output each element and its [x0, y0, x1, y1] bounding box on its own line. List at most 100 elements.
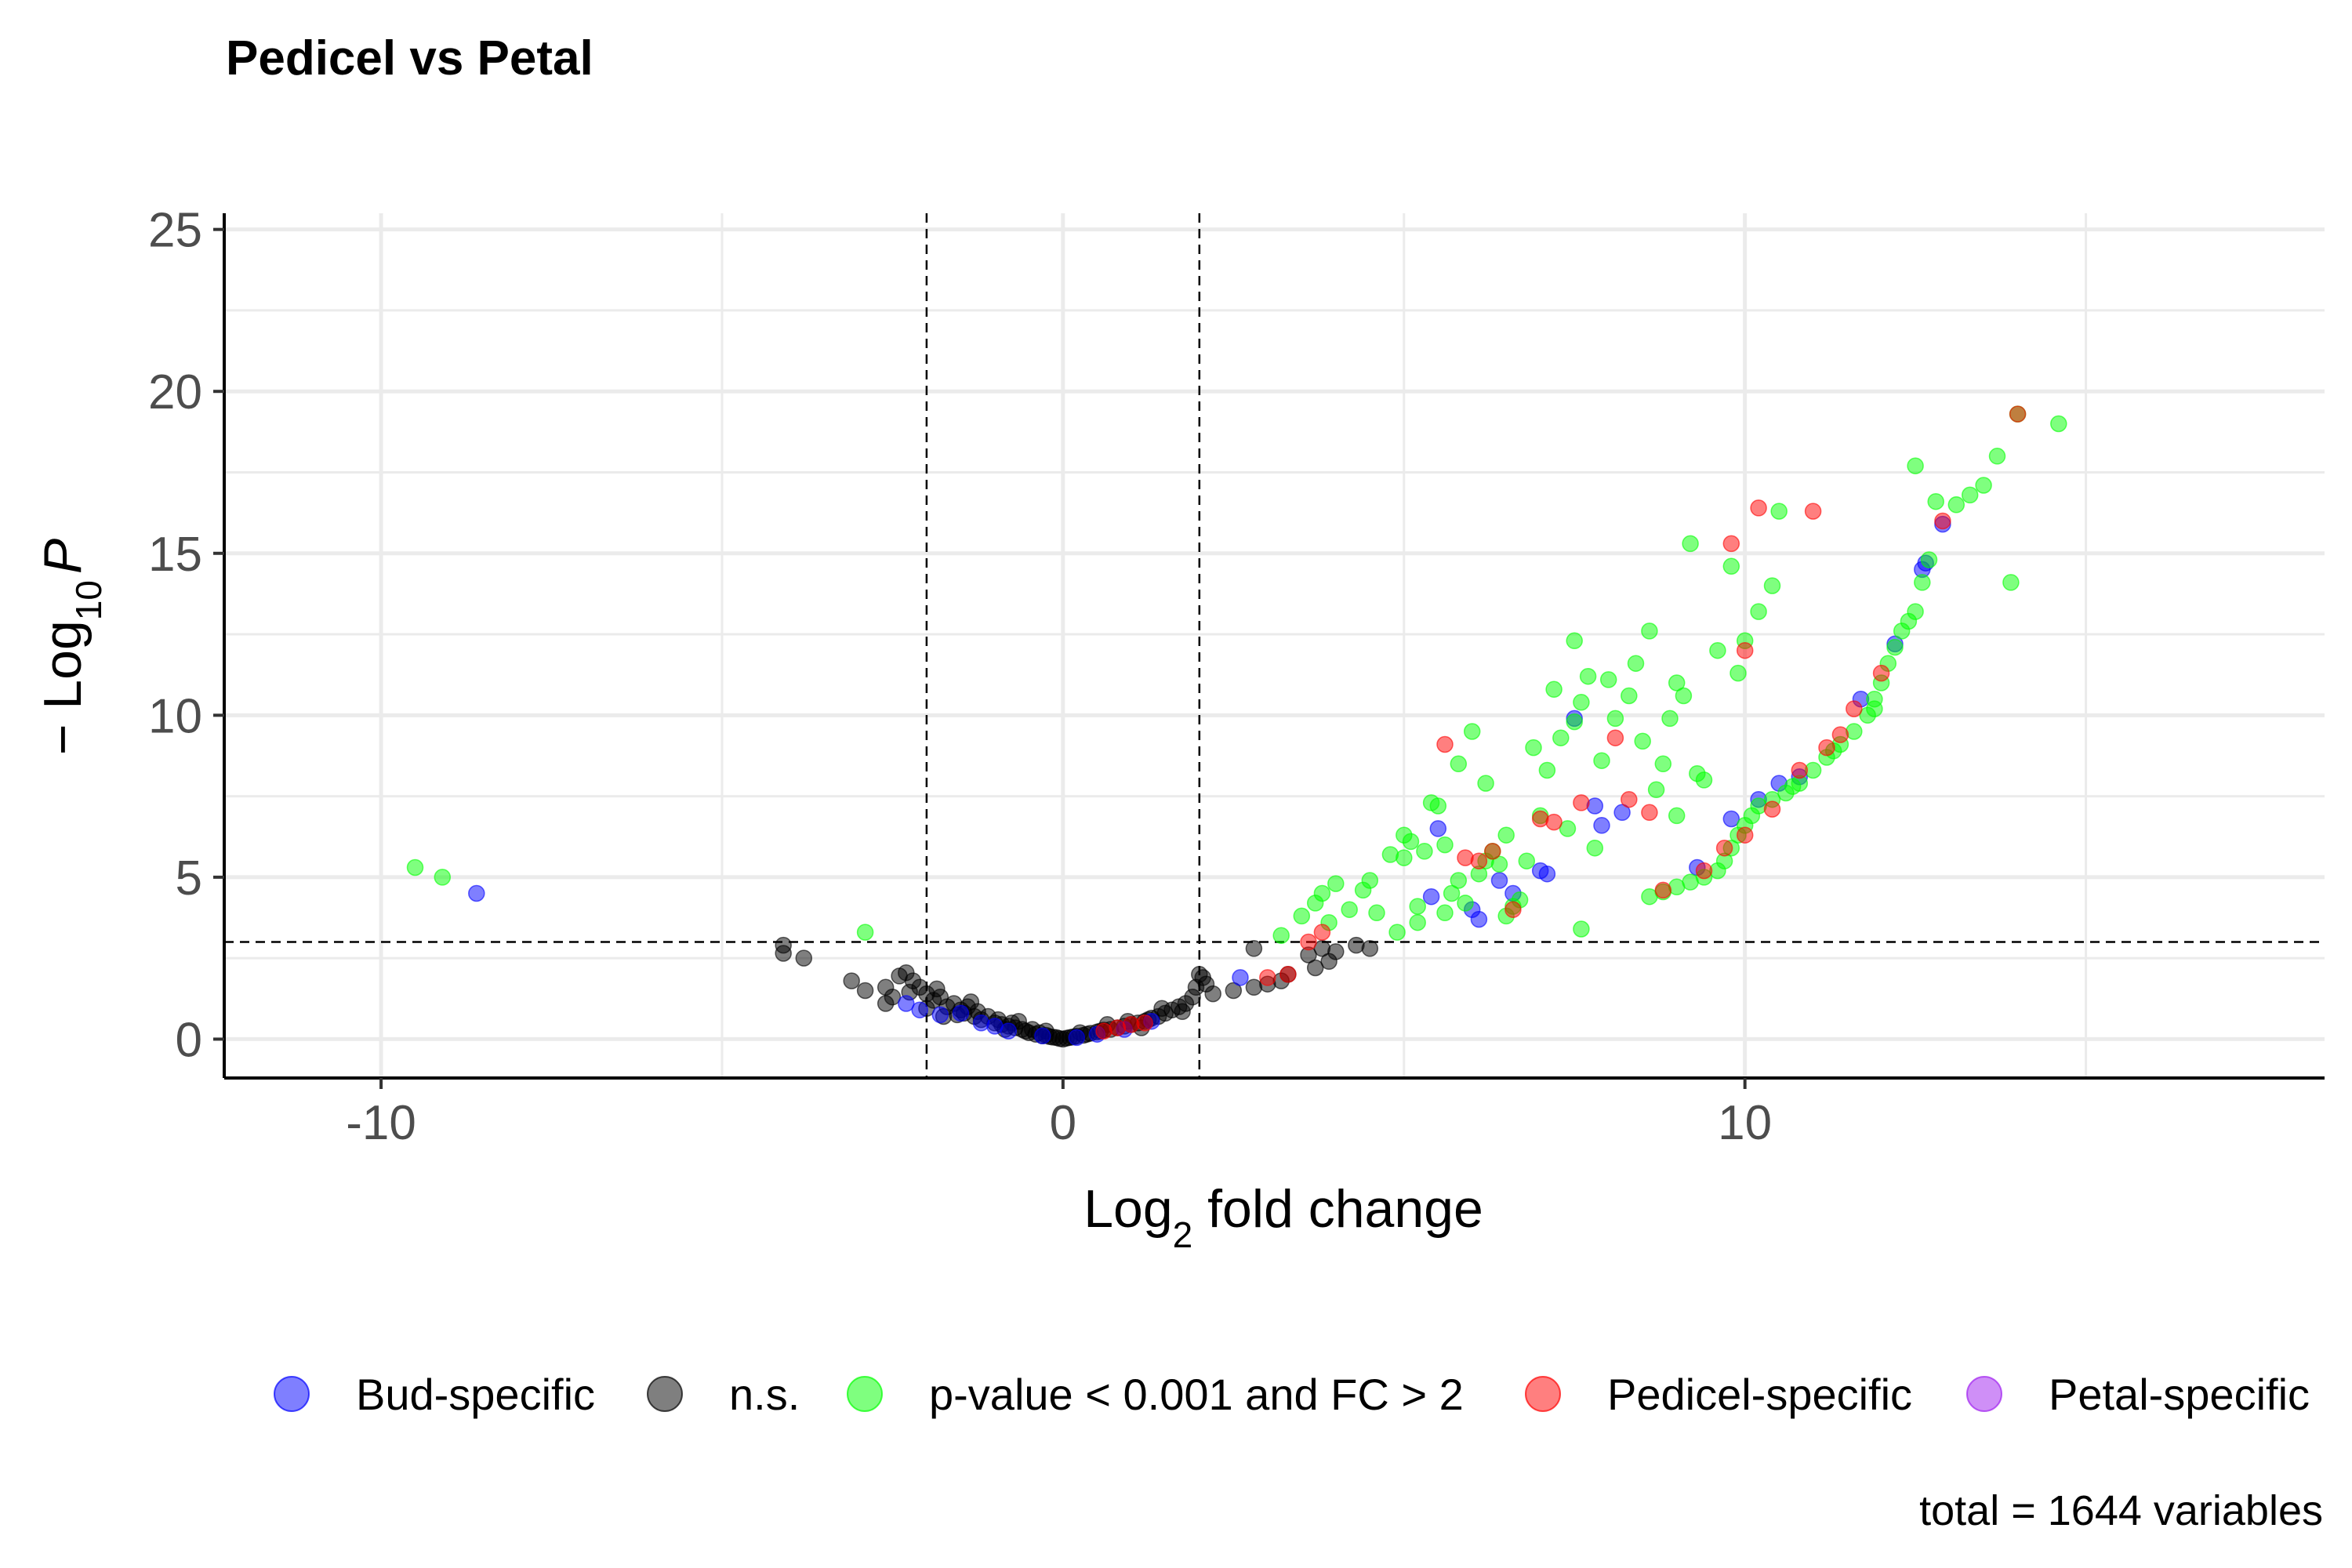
- y-ticks: 0 5 10 15 20 25: [148, 204, 224, 1067]
- data-point: [856, 924, 874, 941]
- data-point: [1174, 1003, 1191, 1021]
- x-axis-title-base: Log: [1083, 1179, 1172, 1239]
- legend-label: n.s.: [729, 1370, 800, 1419]
- data-point: [1313, 924, 1331, 941]
- x-tick-label: 0: [1050, 1096, 1076, 1150]
- grid: [224, 213, 2325, 1078]
- data-point: [1886, 638, 1904, 656]
- data-point: [1613, 804, 1631, 822]
- data-point: [1320, 953, 1338, 971]
- data-point: [1920, 551, 1938, 568]
- data-point: [1695, 771, 1713, 789]
- data-point: [1348, 936, 1365, 954]
- data-point: [1654, 881, 1672, 899]
- legend: Bud-specific n.s. p-value < 0.001 and FC >…: [274, 1370, 2310, 1419]
- data-point: [1573, 694, 1590, 711]
- x-axis-title: Log2 fold change: [1083, 1179, 1483, 1255]
- x-axis-title-sub: 2: [1173, 1214, 1193, 1255]
- data-point: [1791, 761, 1809, 779]
- series-bud-specific: [468, 515, 1951, 1047]
- data-point: [1010, 1012, 1028, 1030]
- legend-swatch: [1525, 1376, 1561, 1412]
- data-point: [1531, 810, 1549, 828]
- legend-label: p-value < 0.001 and FC > 2: [929, 1370, 1464, 1419]
- data-point: [1988, 448, 2006, 465]
- data-point: [1293, 907, 1311, 925]
- data-point: [1641, 804, 1658, 822]
- data-point: [1661, 710, 1679, 728]
- data-point: [1627, 655, 1645, 672]
- legend-item: p-value < 0.001 and FC > 2: [847, 1370, 1464, 1419]
- data-point: [1682, 535, 1699, 553]
- data-point: [1804, 503, 1822, 520]
- data-point: [843, 972, 860, 989]
- data-point: [1153, 1000, 1171, 1017]
- data-point: [1381, 846, 1399, 863]
- data-point: [1573, 794, 1590, 811]
- data-point: [911, 1001, 928, 1018]
- data-point: [1552, 729, 1570, 746]
- data-point: [1429, 820, 1447, 837]
- y-axis-title: − Log10 P: [33, 539, 109, 756]
- data-point: [1900, 612, 1918, 630]
- data-point: [1436, 904, 1454, 922]
- data-point: [1559, 820, 1577, 837]
- data-point: [1361, 940, 1379, 957]
- data-point: [928, 980, 946, 998]
- data-point: [1715, 839, 1733, 857]
- y-tick-label: 0: [176, 1013, 202, 1067]
- legend-label: Pedicel-specific: [1607, 1370, 1912, 1419]
- data-point: [1525, 739, 1542, 757]
- data-point: [1457, 849, 1474, 866]
- data-point: [1388, 924, 1406, 941]
- data-point: [1313, 884, 1331, 902]
- y-axis-title-var: P: [33, 539, 93, 574]
- data-point: [1695, 862, 1713, 880]
- data-point: [1763, 577, 1781, 594]
- data-point: [1606, 710, 1624, 728]
- data-point: [1961, 486, 1979, 504]
- data-point: [1593, 752, 1610, 769]
- data-point: [1409, 898, 1426, 915]
- data-point: [1722, 810, 1740, 828]
- legend-item: Pedicel-specific: [1525, 1370, 1912, 1419]
- data-point: [1000, 1022, 1018, 1040]
- data-point: [1470, 852, 1488, 869]
- data-point: [1422, 887, 1440, 906]
- x-tick-label: -10: [346, 1096, 416, 1150]
- data-point: [1450, 755, 1468, 773]
- data-point: [1429, 797, 1447, 815]
- data-point: [1225, 982, 1243, 1000]
- chart-title: Pedicel vs Petal: [226, 31, 593, 85]
- data-point: [775, 945, 792, 962]
- legend-label: Bud-specific: [356, 1370, 595, 1419]
- data-point: [1914, 574, 1931, 591]
- data-point: [1818, 739, 1835, 757]
- x-tick-label: 10: [1718, 1096, 1772, 1150]
- data-point: [1341, 901, 1358, 918]
- data-point: [1327, 875, 1345, 892]
- data-point: [1606, 729, 1624, 746]
- data-point: [1204, 985, 1221, 1003]
- data-point: [1368, 904, 1385, 922]
- legend-item: n.s.: [647, 1370, 800, 1419]
- data-point: [1538, 761, 1556, 779]
- data-point: [1709, 641, 1726, 659]
- data-point: [972, 1014, 990, 1032]
- data-point: [1095, 1022, 1112, 1040]
- data-point: [1409, 913, 1426, 931]
- data-point: [1599, 671, 1617, 688]
- data-point: [1866, 700, 1883, 717]
- threshold-lines: [224, 213, 2325, 1078]
- legend-swatch: [1966, 1376, 2002, 1412]
- legend-item: Bud-specific: [274, 1370, 595, 1419]
- data-point: [434, 869, 452, 886]
- data-point: [2009, 405, 2027, 423]
- data-point: [1136, 1014, 1153, 1032]
- legend-item: Petal-specific: [1966, 1370, 2310, 1419]
- data-point: [1504, 901, 1522, 918]
- data-point: [856, 982, 874, 1000]
- data-point: [1402, 833, 1420, 851]
- data-point: [1579, 667, 1597, 685]
